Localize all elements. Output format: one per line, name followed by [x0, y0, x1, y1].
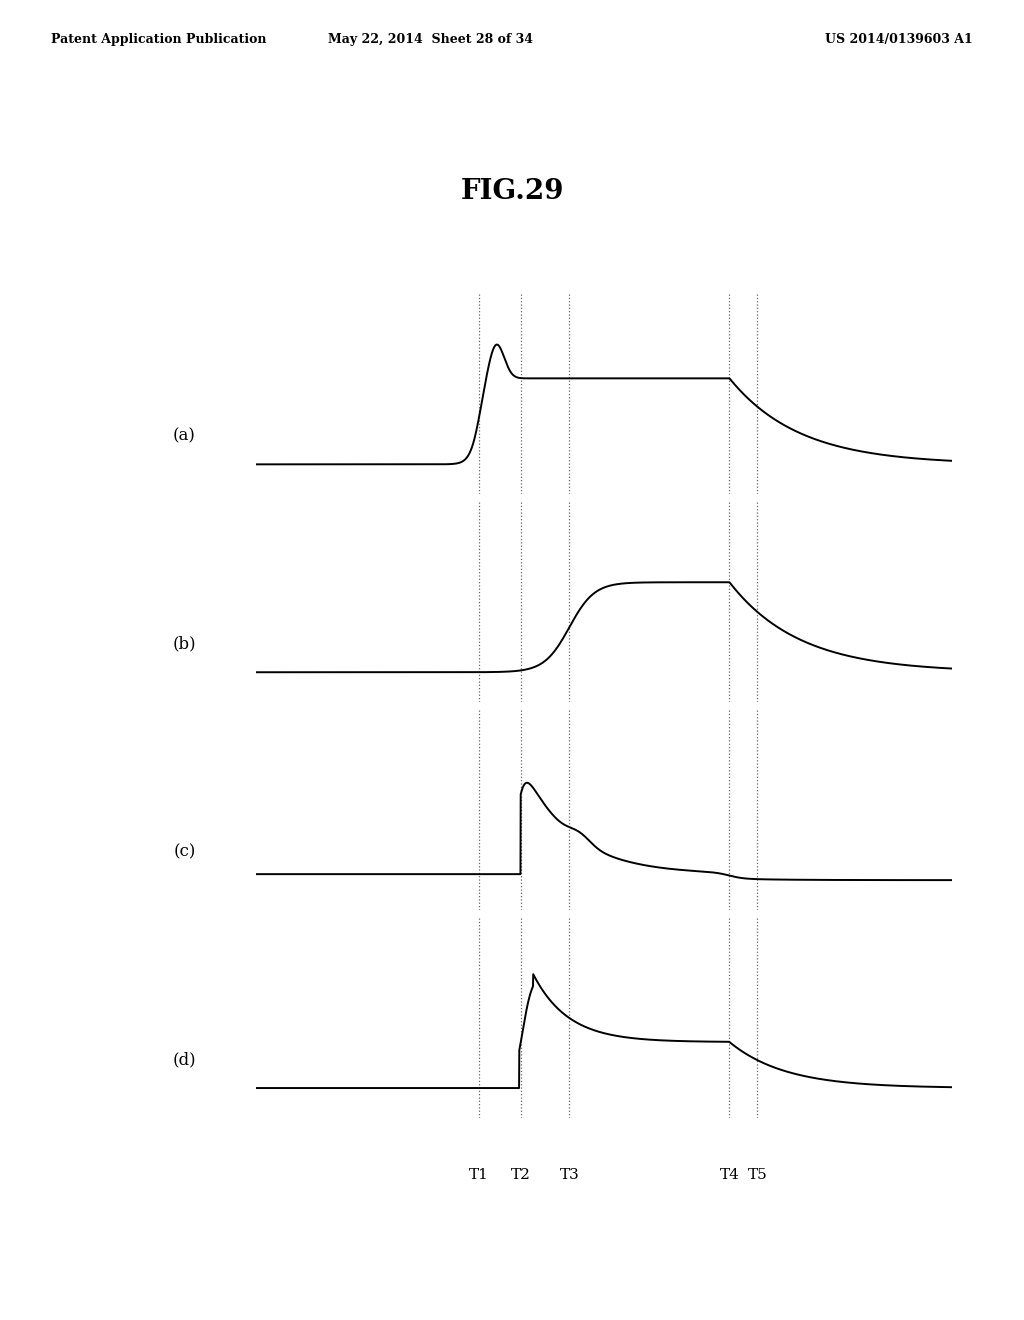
Text: (b): (b) — [172, 635, 197, 652]
Text: T3: T3 — [559, 1168, 580, 1183]
Text: (a): (a) — [173, 428, 196, 445]
Text: T1: T1 — [469, 1168, 488, 1183]
Text: FIG.29: FIG.29 — [460, 178, 564, 205]
Text: US 2014/0139603 A1: US 2014/0139603 A1 — [825, 33, 973, 46]
Text: T2: T2 — [511, 1168, 530, 1183]
Text: May 22, 2014  Sheet 28 of 34: May 22, 2014 Sheet 28 of 34 — [328, 33, 532, 46]
Text: Patent Application Publication: Patent Application Publication — [51, 33, 266, 46]
Text: T5: T5 — [748, 1168, 767, 1183]
Text: (d): (d) — [172, 1051, 197, 1068]
Text: (c): (c) — [173, 843, 196, 861]
Text: T4: T4 — [720, 1168, 739, 1183]
